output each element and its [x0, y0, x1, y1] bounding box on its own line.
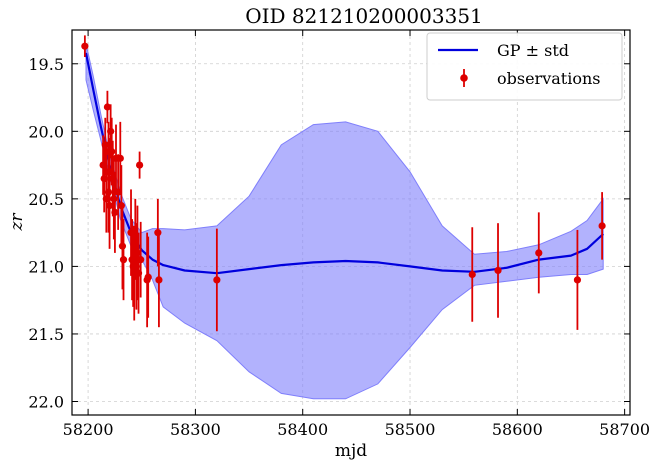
x-axis-label: mjd: [335, 441, 367, 461]
y-tick-label: 20.0: [28, 122, 64, 141]
y-tick-label: 19.5: [28, 55, 64, 74]
x-tick-label: 58400: [277, 420, 328, 439]
observation-point: [119, 256, 128, 264]
observation-point: [107, 127, 115, 135]
observation-point: [494, 266, 502, 275]
x-tick-label: 58700: [599, 420, 650, 439]
ticks: 58200 58300 58400 58500 58600 58700 19.5 20.0 20…: [28, 30, 650, 439]
observation-point: [137, 256, 145, 264]
legend-obs-marker-swatch: [460, 74, 468, 82]
observation-point: [104, 188, 113, 196]
observation-point: [118, 242, 127, 250]
observation-point: [213, 276, 221, 284]
observation-point: [468, 270, 476, 279]
x-tick-label: 58600: [492, 420, 543, 439]
observation-point: [116, 154, 124, 162]
observation-point: [573, 276, 582, 284]
observation-point: [81, 42, 89, 50]
y-tick-label: 22.0: [28, 392, 64, 411]
legend-gp-label: GP ± std: [497, 41, 569, 60]
x-tick-label: 58200: [63, 420, 114, 439]
observation-point: [155, 276, 163, 284]
chart-title: OID 821210200003351: [245, 4, 483, 28]
y-axis-label: zr: [7, 213, 27, 232]
gp-std-band: [85, 43, 604, 400]
y-tick-label: 20.5: [28, 190, 64, 209]
plot-frame: [71, 29, 631, 416]
x-tick-label: 58500: [385, 420, 436, 439]
observation-point: [117, 202, 125, 210]
observation-point: [144, 273, 152, 281]
observation-point: [110, 195, 118, 203]
observation-point: [154, 229, 162, 237]
observation-point: [103, 103, 112, 111]
x-tick-label: 58300: [170, 420, 221, 439]
observation-point: [598, 222, 606, 230]
observation-point: [108, 147, 116, 156]
observation-point: [136, 161, 144, 169]
observations-layer: [81, 35, 606, 332]
legend-obs-label: observations: [497, 69, 600, 88]
legend: GP ± std observations: [426, 32, 623, 101]
observation-point: [111, 208, 119, 216]
observation-point: [535, 249, 543, 257]
y-tick-label: 21.0: [28, 257, 64, 276]
y-tick-label: 21.5: [28, 325, 64, 344]
gp-band-layer: [85, 43, 604, 400]
